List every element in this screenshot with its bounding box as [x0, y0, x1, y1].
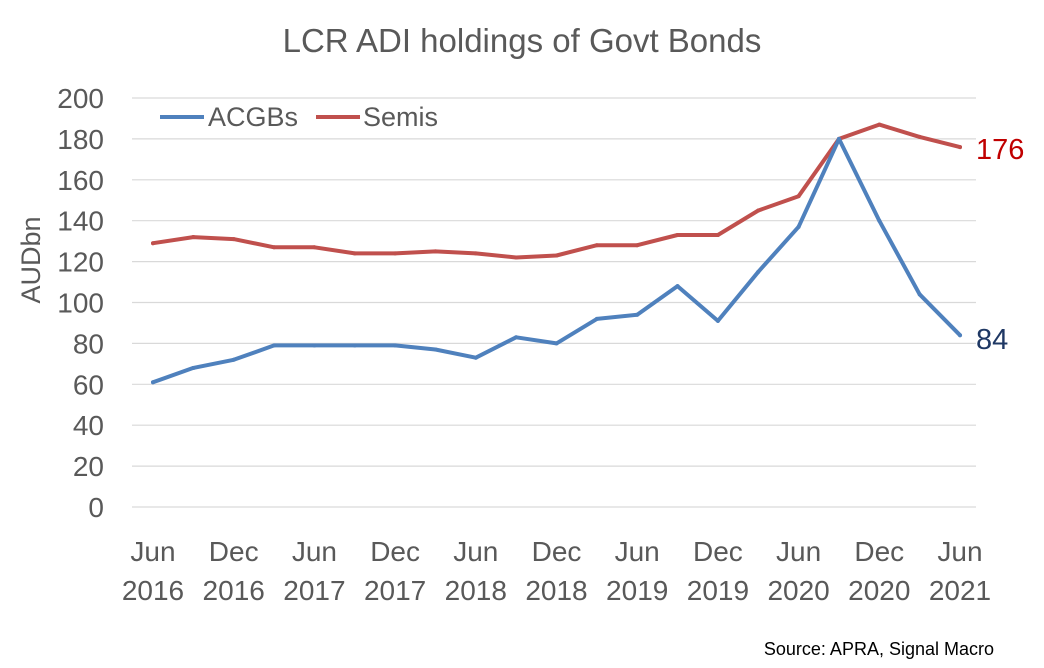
y-tick-label: 120	[57, 247, 104, 278]
y-tick-label: 160	[57, 165, 104, 196]
x-tick-month: Jun	[130, 536, 175, 567]
data-point-semis	[917, 134, 922, 139]
data-point-acgbs	[635, 312, 640, 317]
data-point-acgbs	[796, 224, 801, 229]
x-tick-month: Dec	[854, 536, 904, 567]
x-tick-year: 2018	[525, 575, 587, 606]
data-point-semis	[877, 122, 882, 127]
legend-label-acgbs: ACGBs	[208, 102, 298, 132]
x-tick-year: 2017	[364, 575, 426, 606]
y-tick-label: 140	[57, 206, 104, 237]
x-tick-label: Dec 2018	[525, 536, 587, 606]
x-tick-month: Jun	[615, 536, 660, 567]
x-axis-ticks: Jun 2016 Dec 2016 Jun 2017 Dec 2017 Jun 2018 Dec 20…	[122, 536, 991, 606]
x-tick-month: Dec	[532, 536, 582, 567]
y-tick-label: 0	[88, 492, 104, 523]
x-tick-month: Dec	[370, 536, 420, 567]
x-tick-year: 2016	[122, 575, 184, 606]
x-tick-label: Jun 2018	[445, 536, 507, 606]
data-point-semis	[796, 194, 801, 199]
x-tick-year: 2019	[606, 575, 668, 606]
x-tick-month: Dec	[209, 536, 259, 567]
data-point-acgbs	[272, 343, 277, 348]
x-tick-year: 2020	[767, 575, 829, 606]
data-point-acgbs	[594, 316, 599, 321]
x-tick-month: Jun	[453, 536, 498, 567]
data-point-acgbs	[352, 343, 357, 348]
data-point-semis	[514, 255, 519, 260]
data-point-acgbs	[715, 318, 720, 323]
x-tick-label: Dec 2019	[687, 536, 749, 606]
series-lines	[151, 122, 962, 385]
y-tick-label: 60	[73, 369, 104, 400]
data-point-semis	[191, 235, 196, 240]
data-point-acgbs	[312, 343, 317, 348]
data-point-acgbs	[473, 355, 478, 360]
data-point-semis	[635, 243, 640, 248]
x-tick-label: Dec 2020	[848, 536, 910, 606]
x-tick-label: Jun 2021	[929, 536, 991, 606]
x-tick-label: Jun 2020	[767, 536, 829, 606]
x-tick-label: Jun 2017	[283, 536, 345, 606]
data-point-acgbs	[514, 335, 519, 340]
data-point-acgbs	[877, 218, 882, 223]
data-point-semis	[433, 249, 438, 254]
end-label-semis: 176	[976, 134, 1024, 166]
legend-label-semis: Semis	[363, 102, 438, 132]
x-tick-year: 2021	[929, 575, 991, 606]
x-tick-month: Jun	[937, 536, 982, 567]
data-point-semis	[756, 208, 761, 213]
x-tick-month: Dec	[693, 536, 743, 567]
y-tick-label: 80	[73, 328, 104, 359]
data-point-semis	[393, 251, 398, 256]
x-tick-label: Jun 2019	[606, 536, 668, 606]
data-point-semis	[312, 245, 317, 250]
data-point-semis	[675, 233, 680, 238]
x-tick-label: Dec 2016	[203, 536, 265, 606]
x-tick-year: 2017	[283, 575, 345, 606]
x-tick-month: Jun	[776, 536, 821, 567]
data-point-acgbs	[554, 341, 559, 346]
x-tick-year: 2020	[848, 575, 910, 606]
y-axis-title: AUDbn	[16, 216, 46, 303]
data-point-semis	[594, 243, 599, 248]
data-point-acgbs	[675, 284, 680, 289]
series-line-semis	[151, 122, 962, 260]
x-tick-label: Jun 2016	[122, 536, 184, 606]
data-point-semis	[231, 237, 236, 242]
y-tick-label: 180	[57, 124, 104, 155]
data-point-acgbs	[756, 269, 761, 274]
data-point-semis	[554, 253, 559, 258]
data-point-semis	[958, 145, 962, 150]
y-tick-label: 40	[73, 410, 104, 441]
x-tick-label: Dec 2017	[364, 536, 426, 606]
end-label-acgbs: 84	[976, 324, 1008, 356]
data-point-acgbs	[151, 380, 155, 385]
data-point-acgbs	[393, 343, 398, 348]
data-point-acgbs	[958, 333, 962, 338]
data-point-semis	[473, 251, 478, 256]
x-tick-year: 2019	[687, 575, 749, 606]
data-point-acgbs	[917, 292, 922, 297]
legend: ACGBs Semis	[160, 102, 438, 132]
x-tick-year: 2016	[203, 575, 265, 606]
data-point-acgbs	[231, 357, 236, 362]
x-tick-year: 2018	[445, 575, 507, 606]
y-tick-label: 20	[73, 451, 104, 482]
y-tick-label: 200	[57, 83, 104, 114]
data-point-acgbs	[836, 136, 841, 141]
chart-title: LCR ADI holdings of Govt Bonds	[283, 22, 762, 59]
y-axis-ticks: 0 20 40 60 80 100 120 140 160 180 200	[57, 83, 104, 523]
data-point-semis	[352, 251, 357, 256]
source-note: Source: APRA, Signal Macro	[764, 639, 994, 659]
data-point-semis	[272, 245, 277, 250]
data-point-acgbs	[191, 365, 196, 370]
data-point-acgbs	[433, 347, 438, 352]
y-tick-label: 100	[57, 288, 104, 319]
data-point-semis	[715, 233, 720, 238]
x-tick-month: Jun	[292, 536, 337, 567]
data-point-semis	[151, 241, 155, 246]
